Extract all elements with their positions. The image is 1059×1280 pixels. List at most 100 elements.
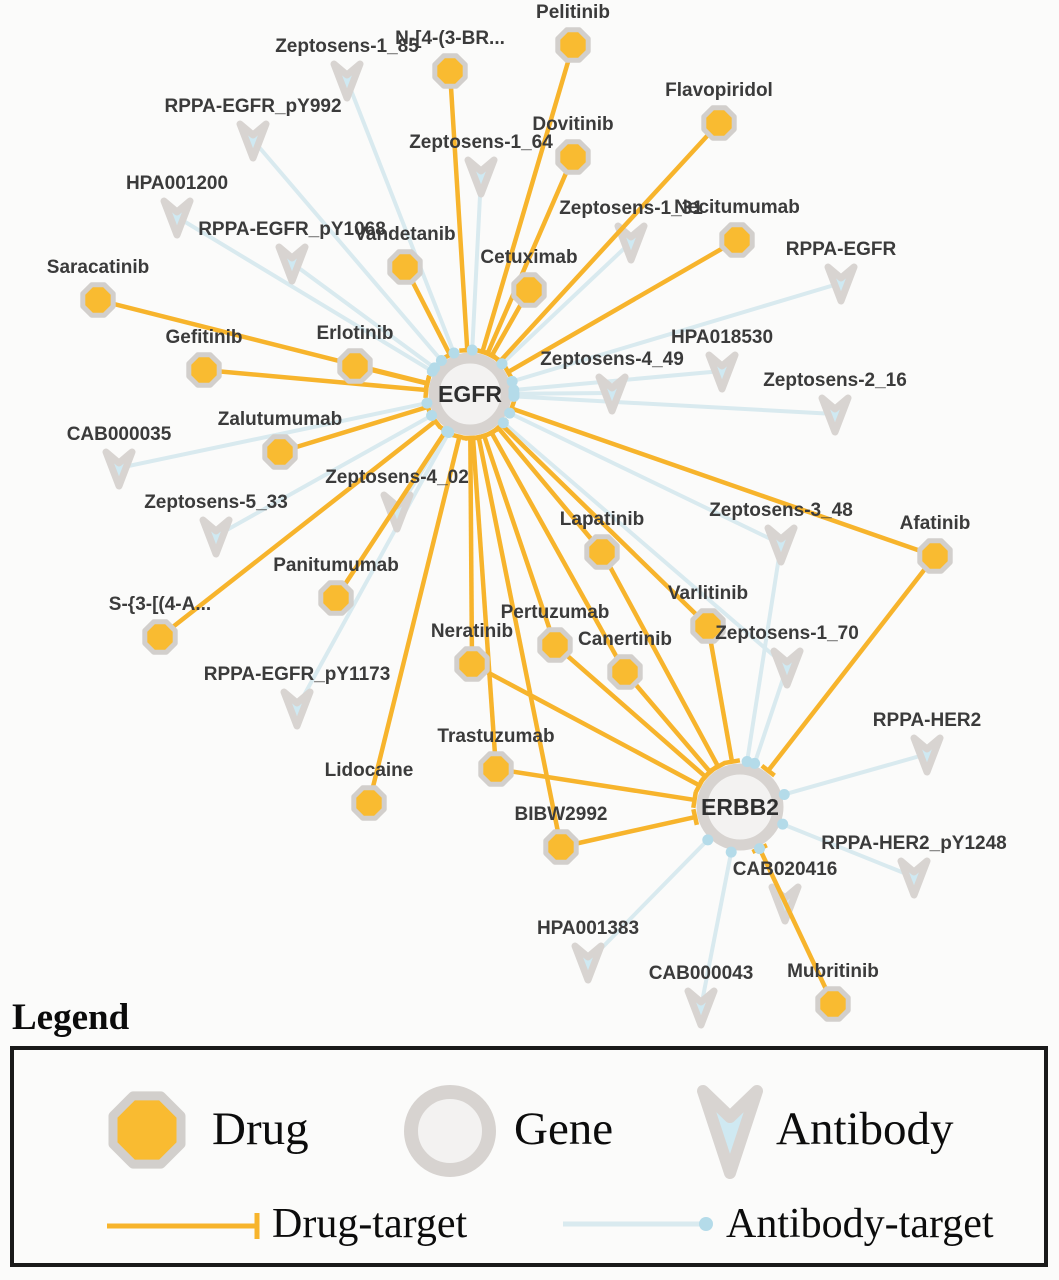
- antibody-node-zeptosens_4_02[interactable]: [380, 491, 414, 533]
- drug-node-bibw2992[interactable]: [543, 829, 579, 865]
- drug-target-edge: [366, 436, 462, 804]
- drug-label: N-[4-(3-BR...: [395, 28, 505, 49]
- gene-circle: [428, 352, 512, 436]
- antibody-label: RPPA-EGFR_pY1173: [204, 664, 391, 685]
- antibody-label: Zeptosens-1_85: [275, 36, 419, 57]
- drug-node-mubritinib[interactable]: [815, 986, 851, 1022]
- antibody-target-edge: [752, 666, 789, 765]
- drug-target-edge: [553, 643, 707, 779]
- drug-target-edge-tee: [423, 375, 432, 392]
- drug-node-dovitinib[interactable]: [555, 139, 591, 175]
- antibody-node-rppa_her2_py1248[interactable]: [897, 857, 931, 899]
- antibody-label: Zeptosens-1_64: [409, 132, 553, 153]
- gene-swatch-ring: [404, 1085, 496, 1177]
- drug-label: Neratinib: [431, 621, 513, 642]
- drug-node-flavopiridol[interactable]: [701, 105, 737, 141]
- drug-node-vandetanib[interactable]: [387, 249, 423, 285]
- antibody-chevron-icon: [275, 243, 309, 285]
- antibody-target-edge: [500, 240, 633, 366]
- antibody-node-zeptosens_4_49[interactable]: [595, 373, 629, 415]
- drug-target-edge: [480, 44, 576, 353]
- antibody-node-rppa_egfr[interactable]: [824, 263, 858, 305]
- antibody-chevron-icon: [236, 120, 270, 162]
- antibody-target-edge: [586, 838, 710, 964]
- antibody-node-hpa001383[interactable]: [571, 942, 605, 984]
- drug-target-edge-tee: [702, 765, 718, 779]
- drug-label: Lapatinib: [560, 509, 644, 530]
- drug-target-edge: [489, 431, 627, 674]
- antibody-target-edge: [513, 391, 613, 396]
- drug-node-lidocaine[interactable]: [351, 785, 387, 821]
- drug-node-zalutumumab[interactable]: [262, 434, 298, 470]
- drug-node-afatinib[interactable]: [917, 538, 953, 574]
- drug-node-cetuximab[interactable]: [511, 272, 547, 308]
- drug-node-n4_3br[interactable]: [432, 53, 468, 89]
- antibody-node-hpa001200[interactable]: [160, 197, 194, 239]
- antibody-target-edge-dot: [508, 390, 520, 402]
- antibody-target-edge: [783, 752, 928, 797]
- antibody-target-edge-dot: [496, 358, 508, 370]
- antibody-target-edge: [470, 175, 483, 351]
- drug-swatch-octagon: [108, 1091, 186, 1169]
- drug-node-panitumumab[interactable]: [318, 580, 354, 616]
- antibody-target-edge-dot: [421, 397, 433, 409]
- drug-node-canertinib[interactable]: [607, 654, 643, 690]
- antibody-chevron-icon: [684, 987, 718, 1029]
- antibody-node-zeptosens_1_64[interactable]: [464, 156, 498, 198]
- antibody-node-cab000035[interactable]: [102, 448, 136, 490]
- drug-node-pelitinib[interactable]: [555, 27, 591, 63]
- drug-label: Pelitinib: [536, 2, 610, 23]
- legend-drug-label: Drug: [212, 1103, 309, 1155]
- edge-endpoints: [421, 344, 790, 858]
- antibody-node-zeptosens_1_70[interactable]: [770, 647, 804, 689]
- antibody-target-edge: [175, 215, 434, 373]
- drug-target-edge: [481, 434, 558, 646]
- antibody-node-cab000043[interactable]: [684, 987, 718, 1029]
- drug-target-edge: [495, 766, 695, 803]
- antibody-node-rppa_egfr_py1173[interactable]: [280, 688, 314, 730]
- antibody-target-edge: [513, 394, 836, 416]
- drug-node-lapatinib[interactable]: [584, 534, 620, 570]
- antibody-node-rppa_egfr_py992[interactable]: [236, 120, 270, 162]
- drug-target-edge-tee: [723, 758, 741, 766]
- drug-node-varlitinib[interactable]: [690, 608, 726, 644]
- antibody-label: Zeptosens-1_31: [559, 198, 703, 219]
- drug-target-edge: [447, 70, 470, 351]
- antibody-chevron-icon: [897, 857, 931, 899]
- antibody-node-zeptosens_2_16[interactable]: [818, 394, 852, 436]
- drug-octagon-icon: [555, 27, 591, 63]
- drug-target-edge: [468, 437, 475, 665]
- gene-node-erbb2[interactable]: ERBB2: [696, 763, 784, 851]
- antibody-node-rppa_egfr_py1068[interactable]: [275, 243, 309, 285]
- drug-label: Saracatinib: [47, 257, 149, 278]
- drug-node-erlotinib[interactable]: [337, 348, 373, 384]
- antibody-chevron-icon: [160, 197, 194, 239]
- drug-node-trastuzumab[interactable]: [478, 751, 514, 787]
- drug-node-s3_4a[interactable]: [142, 619, 178, 655]
- drug-node-saracatinib[interactable]: [80, 282, 116, 318]
- antibody-target-edge: [745, 543, 783, 762]
- antibody-target-edge: [511, 281, 842, 384]
- antibody-node-hpa018530[interactable]: [705, 351, 739, 393]
- antibody-node-rppa_her2[interactable]: [910, 734, 944, 776]
- drug-label: Vandetanib: [354, 224, 455, 245]
- drug-node-gefitinib[interactable]: [186, 352, 222, 388]
- antibody-swatch-chevron: [697, 1085, 763, 1179]
- gene-label: EGFR: [438, 381, 502, 407]
- drug-node-pertuzumab[interactable]: [537, 627, 573, 663]
- antibody-node-zeptosens_5_33[interactable]: [199, 516, 233, 558]
- antibody-label: Zeptosens-1_70: [715, 623, 859, 644]
- antibody-node-zeptosens_1_31[interactable]: [614, 222, 648, 264]
- antibody-node-zeptosens_1_85[interactable]: [330, 60, 364, 102]
- drug-octagon-icon: [815, 986, 851, 1022]
- gene-node-egfr[interactable]: EGFR: [428, 352, 512, 436]
- drug-node-neratinib[interactable]: [454, 646, 490, 682]
- drug-node-necitumumab[interactable]: [719, 222, 755, 258]
- drug-octagon-icon: [584, 534, 620, 570]
- antibody-chevron-icon: [614, 222, 648, 264]
- drug-octagon-icon: [80, 282, 116, 318]
- legend-antibody-label: Antibody: [776, 1103, 954, 1155]
- antibody-node-zeptosens_3_48[interactable]: [764, 524, 798, 566]
- antibody-label: RPPA-EGFR_pY1068: [198, 219, 386, 240]
